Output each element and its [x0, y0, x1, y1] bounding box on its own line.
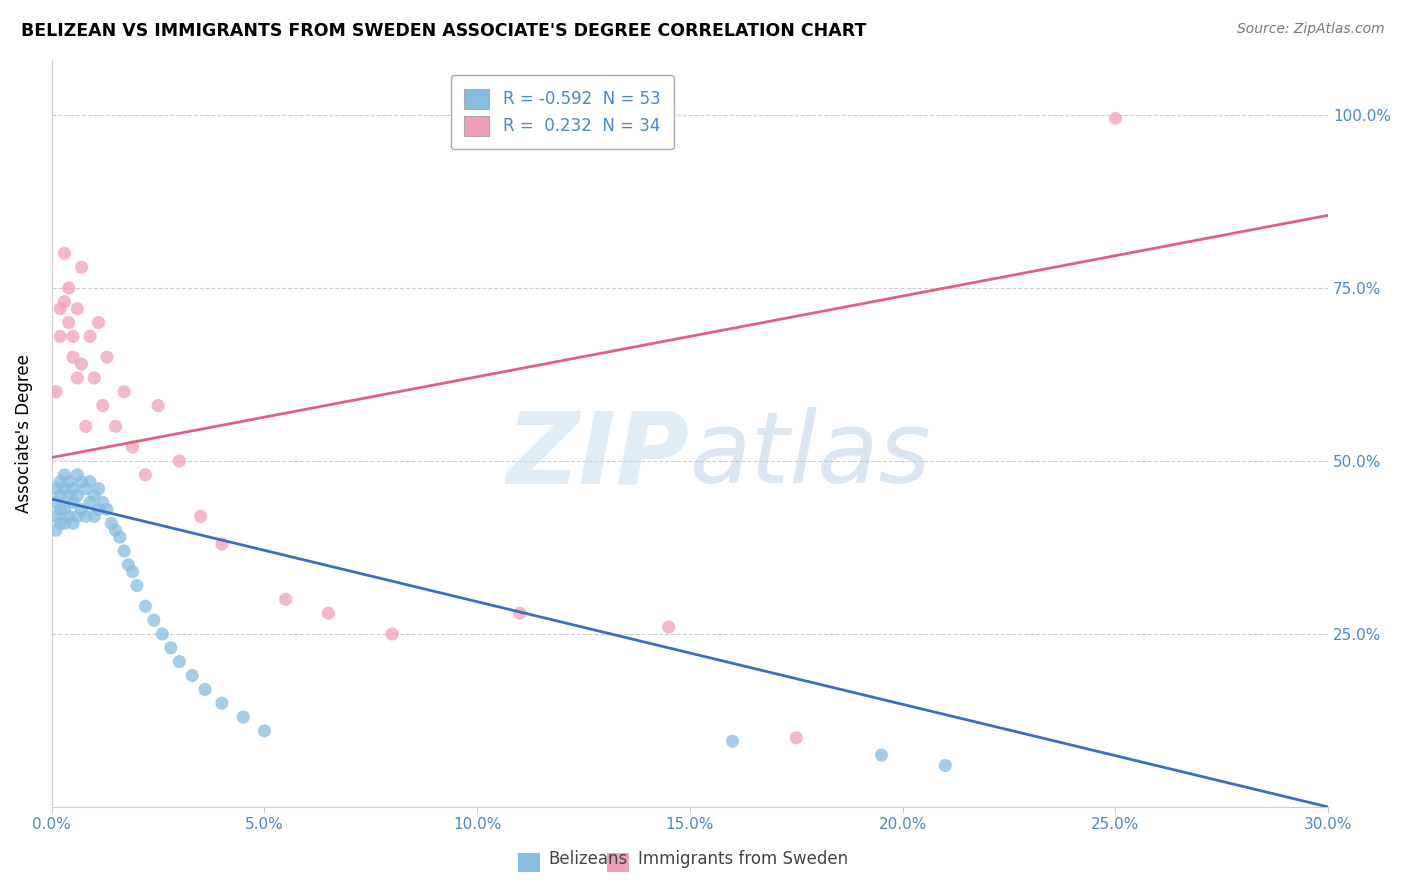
- Point: [381, 627, 404, 641]
- Point: [232, 710, 254, 724]
- Point: [253, 723, 276, 738]
- Point: [53, 516, 76, 531]
- Point: [45, 495, 67, 509]
- Point: [112, 384, 135, 399]
- Point: [66, 509, 89, 524]
- Point: [70, 502, 93, 516]
- Point: [53, 482, 76, 496]
- Point: [58, 475, 80, 489]
- Point: [79, 495, 101, 509]
- Point: [49, 329, 72, 343]
- Point: [169, 454, 191, 468]
- Point: [62, 495, 84, 509]
- Point: [75, 419, 97, 434]
- Point: [58, 489, 80, 503]
- Point: [108, 530, 131, 544]
- Point: [49, 502, 72, 516]
- Point: [62, 350, 84, 364]
- Text: atlas: atlas: [690, 408, 932, 504]
- Point: [49, 301, 72, 316]
- Point: [45, 384, 67, 399]
- Text: BELIZEAN VS IMMIGRANTS FROM SWEDEN ASSOCIATE'S DEGREE CORRELATION CHART: BELIZEAN VS IMMIGRANTS FROM SWEDEN ASSOC…: [21, 22, 866, 40]
- Point: [62, 482, 84, 496]
- Point: [721, 734, 744, 748]
- Point: [142, 613, 165, 627]
- Point: [150, 627, 173, 641]
- Point: [104, 419, 127, 434]
- Point: [66, 467, 89, 482]
- Point: [96, 502, 118, 516]
- Point: [58, 509, 80, 524]
- Point: [75, 509, 97, 524]
- Point: [45, 482, 67, 496]
- Legend: R = -0.592  N = 53, R =  0.232  N = 34: R = -0.592 N = 53, R = 0.232 N = 34: [451, 76, 673, 149]
- Point: [45, 509, 67, 524]
- Text: ZIP: ZIP: [508, 408, 690, 504]
- Point: [146, 399, 169, 413]
- Point: [91, 399, 114, 413]
- Point: [83, 371, 105, 385]
- Point: [66, 301, 89, 316]
- Point: [121, 440, 143, 454]
- Point: [62, 329, 84, 343]
- Point: [211, 696, 233, 710]
- Point: [274, 592, 297, 607]
- Point: [121, 565, 143, 579]
- Point: [87, 316, 110, 330]
- Point: [75, 482, 97, 496]
- Point: [117, 558, 139, 572]
- Point: [134, 599, 156, 614]
- Point: [70, 475, 93, 489]
- Point: [211, 537, 233, 551]
- Point: [62, 516, 84, 531]
- Point: [87, 482, 110, 496]
- Point: [316, 606, 339, 620]
- Point: [70, 260, 93, 275]
- Point: [66, 371, 89, 385]
- Point: [58, 316, 80, 330]
- Point: [53, 502, 76, 516]
- Point: [96, 350, 118, 364]
- Point: [87, 502, 110, 516]
- Point: [509, 606, 531, 620]
- Point: [934, 758, 956, 772]
- Point: [658, 620, 681, 634]
- Point: [49, 516, 72, 531]
- Point: [49, 475, 72, 489]
- Y-axis label: Associate's Degree: Associate's Degree: [15, 354, 32, 513]
- Text: Belizeans: Belizeans: [548, 850, 628, 868]
- Point: [70, 357, 93, 371]
- Point: [58, 281, 80, 295]
- Point: [83, 489, 105, 503]
- Point: [194, 682, 217, 697]
- Point: [1104, 112, 1126, 126]
- Point: [49, 489, 72, 503]
- Point: [169, 655, 191, 669]
- Point: [134, 467, 156, 482]
- Text: Immigrants from Sweden: Immigrants from Sweden: [638, 850, 848, 868]
- Point: [79, 475, 101, 489]
- Point: [83, 509, 105, 524]
- Point: [112, 544, 135, 558]
- Point: [53, 294, 76, 309]
- Point: [66, 489, 89, 503]
- Point: [190, 509, 212, 524]
- Point: [870, 748, 893, 763]
- Point: [53, 467, 76, 482]
- Point: [181, 668, 204, 682]
- Point: [91, 495, 114, 509]
- Point: [160, 640, 183, 655]
- Point: [45, 523, 67, 537]
- Point: [125, 578, 148, 592]
- Point: [53, 246, 76, 260]
- Point: [104, 523, 127, 537]
- Point: [785, 731, 807, 745]
- Point: [79, 329, 101, 343]
- Text: Source: ZipAtlas.com: Source: ZipAtlas.com: [1237, 22, 1385, 37]
- Point: [100, 516, 122, 531]
